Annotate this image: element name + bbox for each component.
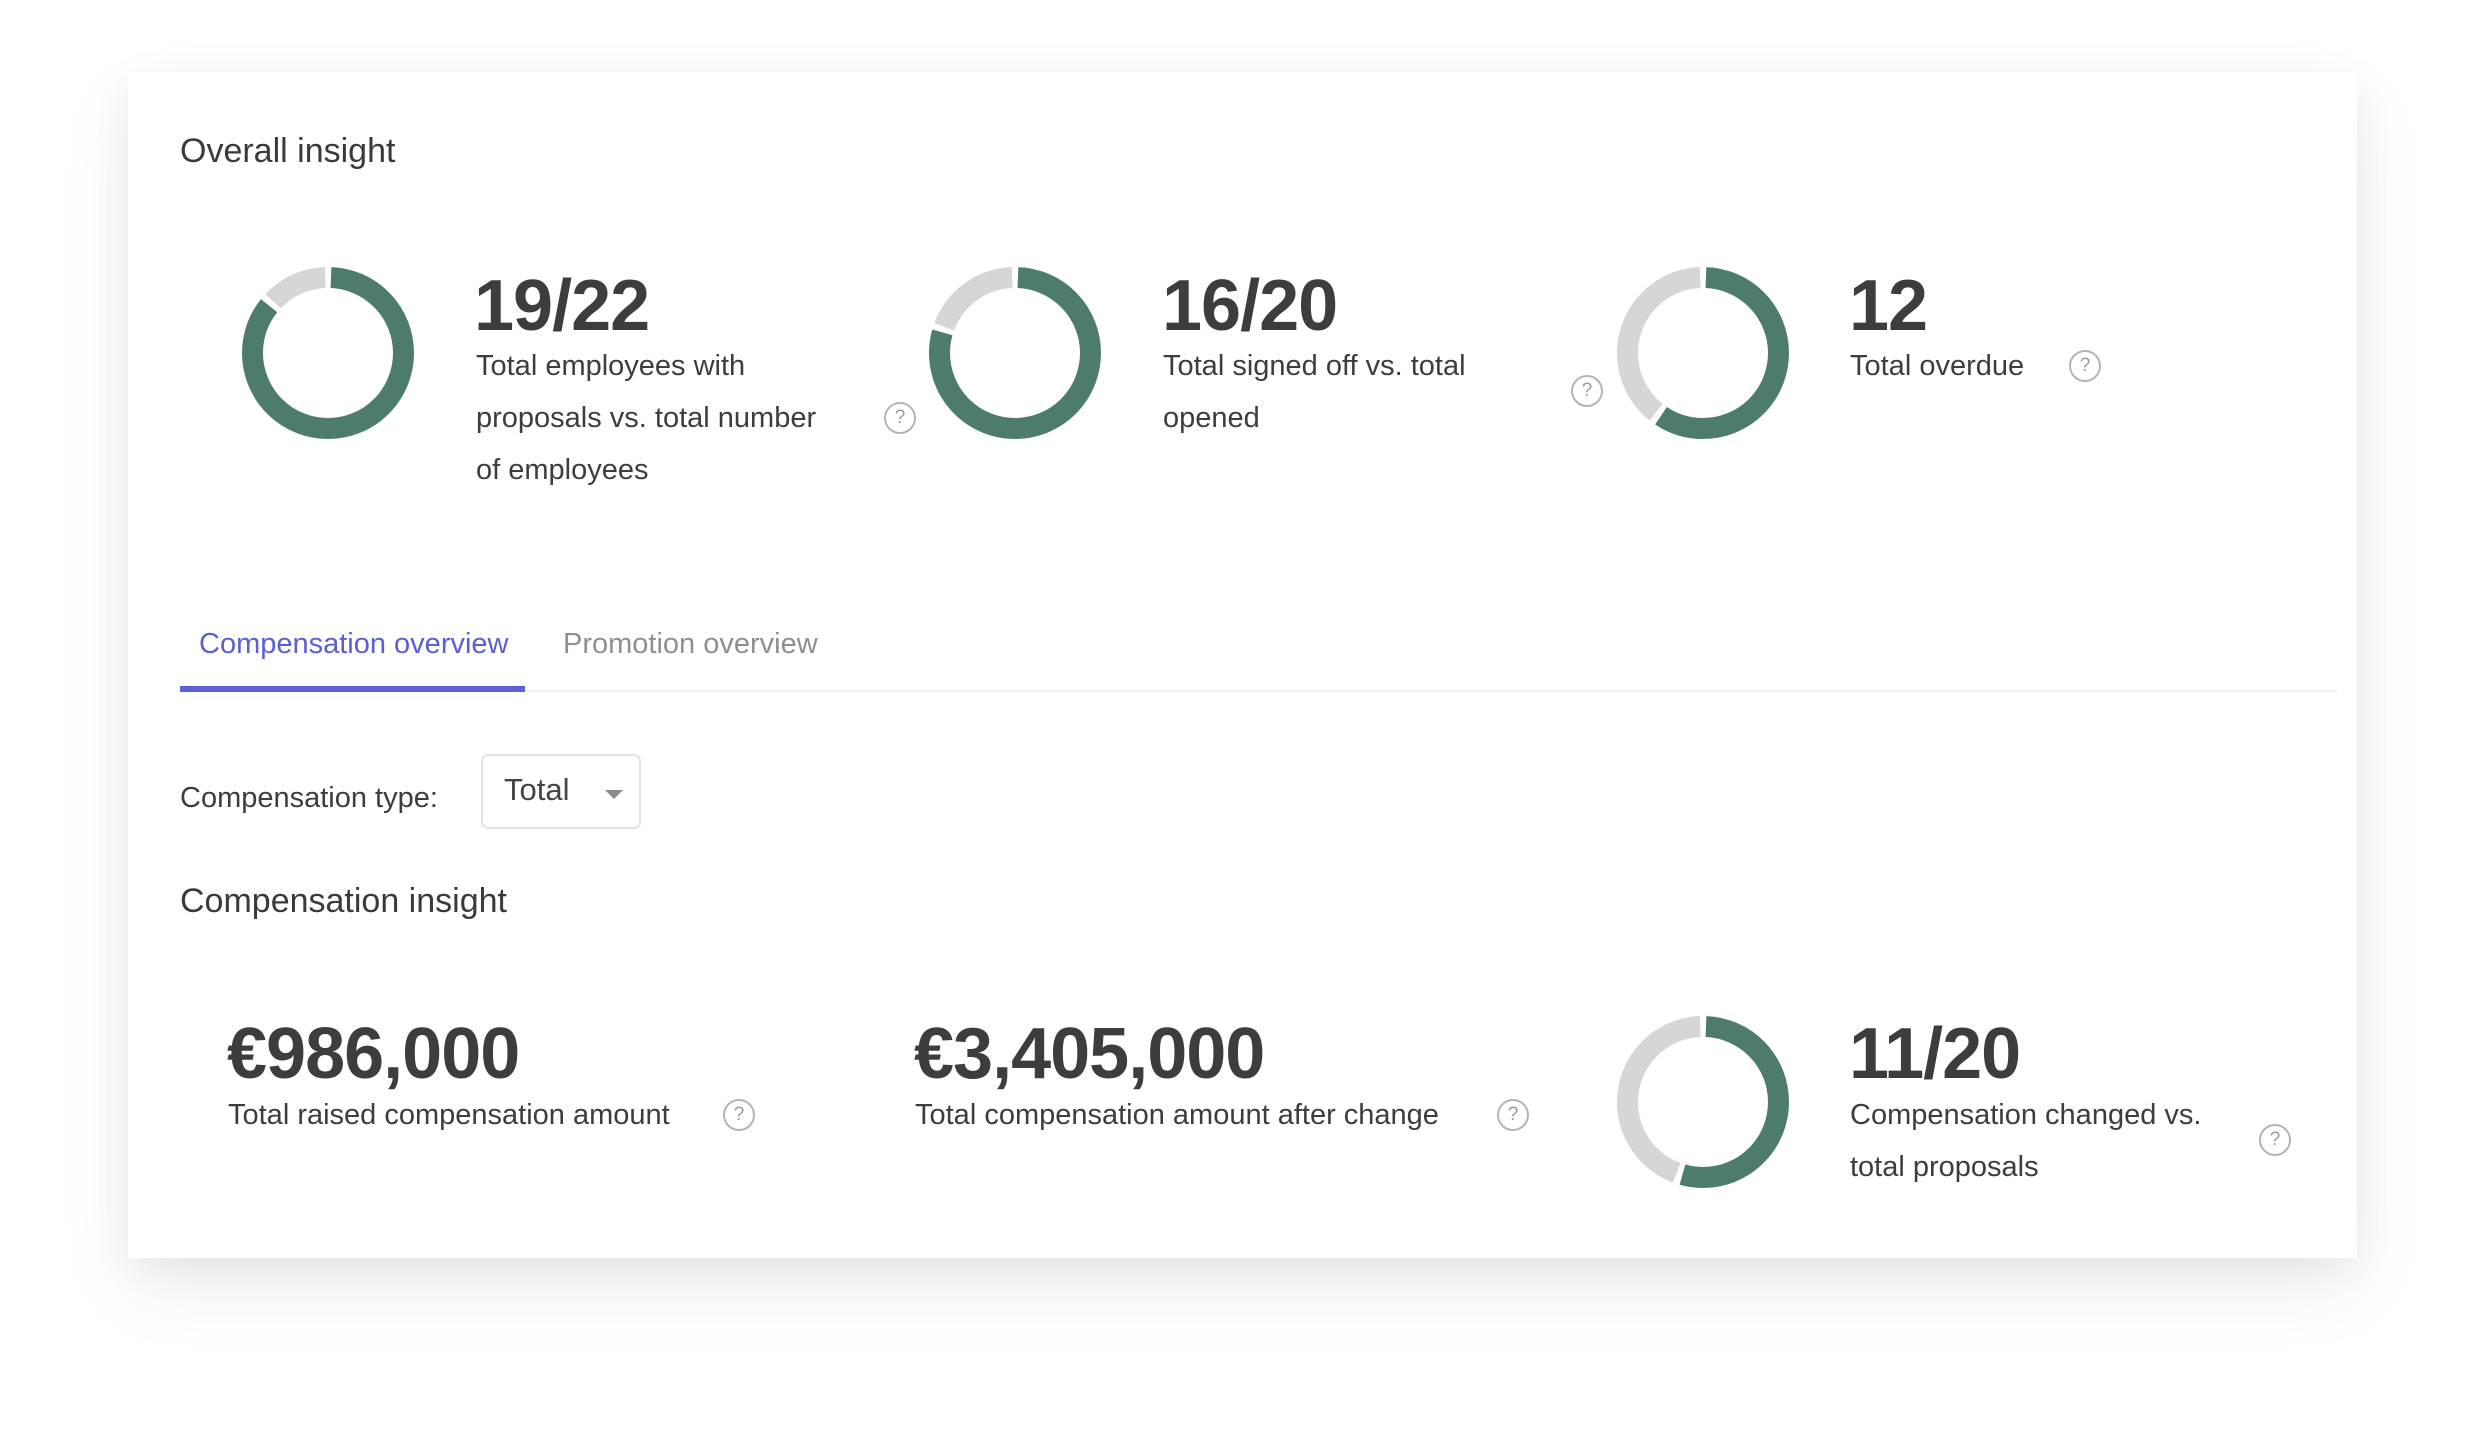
compensation-type-label: Compensation type:	[180, 782, 438, 814]
active-tab-indicator	[180, 686, 525, 692]
compensation-type-selected-value: Total	[504, 772, 570, 807]
metric-value-raised-compensation: €986,000	[227, 1014, 520, 1094]
donut-chart-compensation-changed	[1617, 1016, 1789, 1188]
metric-label-overdue: Total overdue	[1850, 350, 2025, 382]
metric-label-raised-compensation: Total raised compensation amount	[228, 1099, 670, 1131]
metric-label-employees-with-proposals: Total employees with proposals vs. total…	[476, 350, 817, 486]
compensation-type-select[interactable]: Total	[481, 754, 641, 829]
tab-divider	[180, 690, 2337, 692]
tab-promotion-overview[interactable]: Promotion overview	[563, 628, 818, 660]
donut-chart-signed-off	[929, 267, 1101, 439]
donut-chart-overdue	[1617, 267, 1789, 439]
metric-label-compensation-changed: Compensation changed vs. total proposals	[1850, 1099, 2202, 1183]
donut-chart-employees-with-proposals	[242, 267, 414, 439]
metric-value-compensation-after-change: €3,405,000	[914, 1014, 1265, 1094]
metric-value-overdue: 12	[1849, 266, 1928, 346]
question-circle-icon[interactable]: ?	[2259, 1124, 2291, 1156]
question-circle-icon[interactable]: ?	[1497, 1099, 1529, 1131]
overall-insight-title: Overall insight	[180, 132, 396, 170]
metric-value-signed-off: 16/20	[1162, 266, 1338, 346]
insights-card	[128, 72, 2357, 1258]
metric-value-compensation-changed: 11/20	[1849, 1014, 2021, 1094]
metric-label-signed-off: Total signed off vs. total opened	[1163, 350, 1466, 434]
question-circle-icon[interactable]: ?	[1571, 375, 1603, 407]
question-circle-icon[interactable]: ?	[2069, 350, 2101, 382]
question-circle-icon[interactable]: ?	[723, 1099, 755, 1131]
question-circle-icon[interactable]: ?	[884, 402, 916, 434]
compensation-insight-title: Compensation insight	[180, 882, 507, 920]
metric-value-employees-with-proposals: 19/22	[474, 266, 650, 346]
caret-down-icon	[605, 790, 623, 799]
tab-compensation-overview[interactable]: Compensation overview	[199, 628, 509, 660]
metric-label-compensation-after-change: Total compensation amount after change	[915, 1099, 1439, 1131]
